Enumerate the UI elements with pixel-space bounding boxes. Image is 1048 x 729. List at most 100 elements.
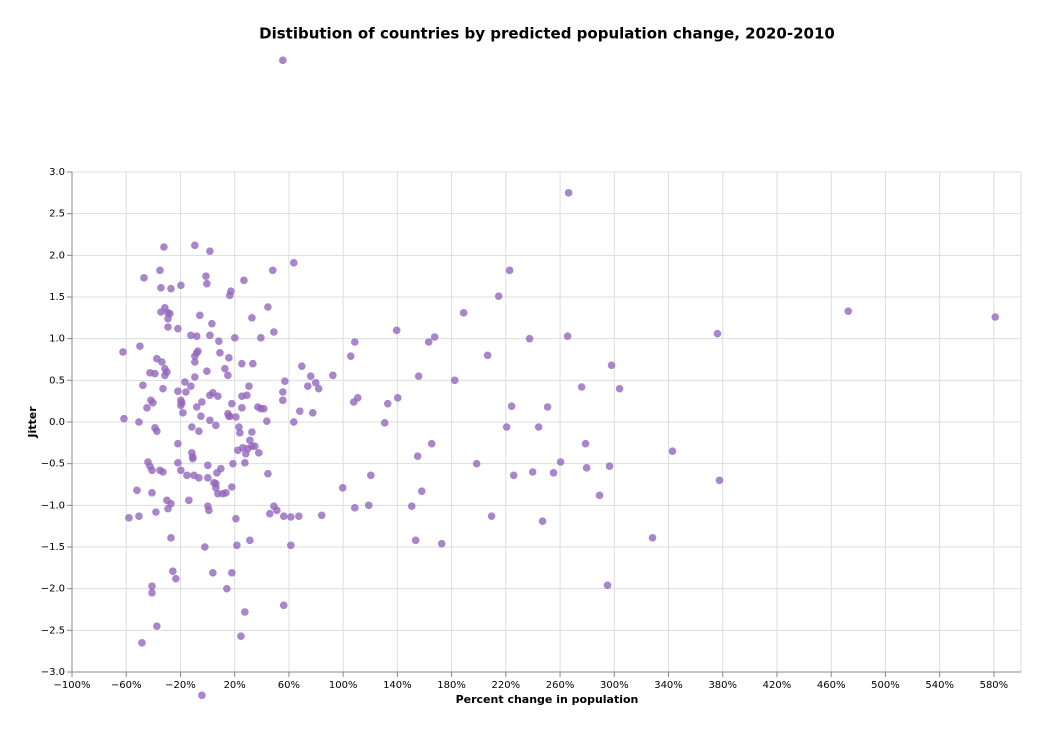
chart-title: Distibution of countries by predicted po… — [259, 25, 835, 43]
point — [295, 512, 303, 520]
point — [203, 279, 211, 288]
point — [187, 382, 195, 390]
point — [212, 484, 220, 492]
y-tick-label: 1.5 — [49, 292, 65, 303]
point — [240, 276, 248, 285]
point — [607, 361, 616, 370]
point — [287, 541, 295, 550]
point — [383, 399, 392, 408]
y-tick-label: 2.5 — [49, 209, 65, 220]
x-tick-label: 460% — [817, 680, 846, 691]
point — [437, 539, 446, 548]
point — [287, 513, 295, 521]
point — [191, 241, 199, 250]
point — [181, 378, 189, 386]
point — [246, 436, 254, 445]
point — [248, 314, 256, 322]
point — [306, 372, 315, 380]
point — [167, 284, 175, 293]
x-tick-label: −100% — [54, 680, 91, 691]
point — [353, 394, 362, 402]
point — [177, 281, 185, 290]
point — [151, 369, 159, 378]
point — [411, 536, 420, 545]
point — [615, 384, 624, 393]
point — [138, 639, 146, 647]
point — [424, 338, 433, 346]
point — [177, 466, 185, 475]
point — [472, 459, 481, 468]
point — [225, 354, 233, 362]
point — [648, 534, 657, 542]
point — [159, 384, 167, 393]
point — [236, 429, 244, 437]
point — [538, 517, 547, 525]
point — [209, 569, 217, 577]
point — [196, 311, 204, 320]
point — [577, 383, 586, 391]
point — [270, 328, 278, 336]
point — [295, 407, 304, 415]
point — [265, 509, 274, 518]
point — [139, 381, 147, 390]
point — [237, 632, 245, 640]
point — [203, 367, 211, 375]
point — [136, 342, 144, 350]
point — [297, 362, 306, 370]
y-tick-label: −1.0 — [41, 500, 65, 511]
point — [215, 337, 223, 345]
point — [140, 274, 148, 282]
point — [713, 329, 722, 338]
point — [166, 309, 174, 318]
point — [414, 372, 423, 380]
point — [364, 501, 373, 510]
point — [329, 371, 337, 380]
x-tick-label: 60% — [278, 680, 300, 691]
point — [241, 459, 249, 467]
point — [174, 324, 182, 333]
point — [167, 534, 175, 542]
point — [255, 449, 263, 457]
point — [380, 419, 389, 427]
point — [152, 508, 160, 516]
point — [991, 313, 1000, 321]
point — [556, 458, 565, 466]
point — [483, 351, 492, 360]
point — [525, 334, 534, 343]
point — [233, 541, 241, 550]
x-tick-label: 100% — [329, 680, 358, 691]
point — [158, 358, 166, 366]
point — [251, 442, 259, 450]
point — [351, 504, 359, 512]
point — [582, 464, 591, 472]
point — [260, 404, 268, 413]
point — [206, 247, 214, 255]
point — [148, 582, 156, 590]
x-tick-label: 380% — [708, 680, 737, 691]
point — [507, 402, 516, 410]
point — [317, 511, 326, 520]
point — [505, 266, 514, 275]
y-tick-label: 0.5 — [49, 375, 65, 386]
point — [534, 423, 543, 431]
point — [338, 484, 347, 492]
x-axis-title: Percent change in population — [456, 693, 639, 706]
point — [191, 373, 199, 381]
x-tick-label: 220% — [492, 680, 521, 691]
y-tick-label: 0.0 — [49, 417, 65, 428]
point — [232, 413, 240, 421]
point — [509, 471, 518, 480]
point — [528, 468, 537, 476]
point — [197, 412, 205, 420]
point — [308, 409, 317, 417]
point — [185, 496, 193, 505]
point — [188, 423, 196, 431]
point — [279, 396, 287, 405]
point — [459, 309, 468, 317]
point — [581, 439, 590, 448]
point — [231, 334, 239, 342]
point — [163, 368, 171, 376]
point — [148, 589, 156, 597]
point — [543, 403, 552, 411]
point — [204, 474, 212, 482]
